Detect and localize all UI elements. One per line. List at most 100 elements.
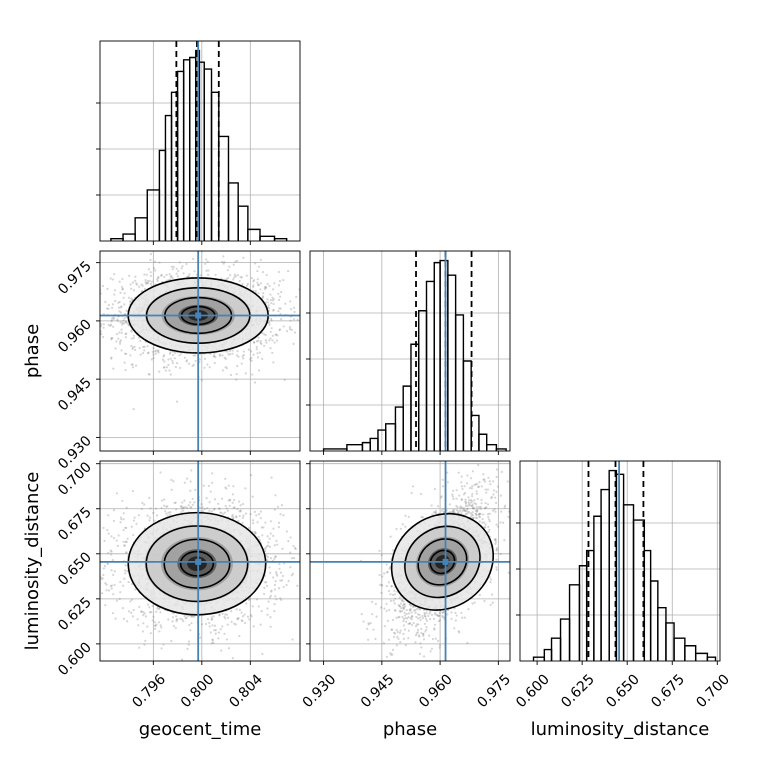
sample-point: [157, 608, 161, 611]
sample-point: [460, 485, 464, 488]
sample-point: [127, 580, 130, 584]
sample-point: [147, 351, 150, 354]
sample-point: [249, 512, 252, 516]
sample-point: [107, 551, 110, 555]
sample-point: [85, 353, 87, 355]
sample-point: [261, 295, 265, 298]
sample-point: [317, 546, 319, 548]
y-tick-label: 0.945: [55, 375, 95, 415]
sample-point: [241, 355, 244, 358]
sample-point: [116, 544, 120, 547]
sample-point: [245, 284, 249, 287]
sample-point: [243, 613, 246, 616]
sample-point: [391, 648, 395, 652]
sample-point: [221, 369, 224, 372]
sample-point: [263, 667, 265, 669]
sample-point: [277, 521, 281, 524]
sample-point: [171, 616, 175, 619]
sample-point: [104, 604, 107, 607]
sample-point: [138, 346, 141, 350]
sample-point: [272, 298, 275, 301]
sample-point: [112, 593, 115, 596]
sample-point: [263, 344, 266, 347]
sample-point: [180, 507, 184, 510]
sample-point: [174, 501, 177, 504]
sample-point: [226, 350, 229, 353]
sample-point: [125, 540, 128, 543]
sample-point: [404, 525, 407, 528]
sample-point: [146, 352, 150, 355]
sample-point: [189, 480, 192, 483]
sample-point: [110, 319, 113, 322]
sample-point: [211, 638, 214, 641]
sample-point: [232, 278, 235, 281]
sample-point: [463, 616, 466, 619]
hist-bin: [247, 228, 261, 241]
sample-point: [233, 273, 236, 276]
sample-point: [269, 520, 273, 523]
hist-bin: [158, 149, 167, 241]
sample-point: [175, 620, 178, 623]
sample-point: [247, 526, 250, 530]
sample-point: [250, 356, 253, 359]
sample-point: [250, 615, 253, 618]
sample-point: [103, 539, 106, 543]
sample-point: [147, 282, 150, 285]
sample-point: [267, 544, 270, 547]
sample-point: [469, 512, 472, 515]
sample-point: [89, 623, 91, 625]
sample-point: [244, 512, 248, 515]
sample-point: [291, 572, 295, 575]
sample-point: [224, 477, 227, 480]
sample-point: [162, 366, 166, 369]
sample-point: [117, 306, 121, 309]
sample-point: [171, 362, 175, 365]
sample-point: [192, 363, 195, 366]
sample-point: [236, 350, 239, 353]
sample-point: [303, 555, 305, 557]
sample-point: [402, 637, 406, 641]
sample-point: [218, 507, 221, 510]
sample-point: [228, 504, 231, 507]
sample-point: [139, 353, 142, 356]
sample-point: [272, 527, 275, 530]
sample-point: [183, 481, 186, 484]
sample-point: [143, 349, 146, 352]
sample-point: [285, 530, 289, 533]
sample-point: [274, 595, 277, 598]
hist-bin: [122, 233, 136, 241]
sample-point: [491, 601, 494, 604]
sample-point: [167, 618, 170, 621]
sample-point: [227, 647, 231, 650]
sample-point: [172, 265, 175, 269]
sample-point: [235, 608, 238, 611]
sample-point: [461, 487, 464, 491]
sample-point: [289, 307, 293, 311]
sample-point: [283, 378, 286, 381]
sample-point: [198, 358, 202, 361]
sample-point: [275, 339, 279, 342]
sample-point: [480, 498, 483, 502]
sample-point: [115, 599, 119, 602]
sample-point: [182, 272, 185, 275]
sample-point: [269, 299, 272, 302]
sample-point: [273, 341, 276, 344]
sample-point: [117, 337, 120, 340]
sample-point: [264, 286, 267, 290]
sample-point: [149, 271, 152, 274]
sample-point: [260, 610, 263, 613]
hist-bin: [237, 205, 249, 241]
sample-point: [142, 611, 145, 614]
sample-point: [110, 320, 113, 323]
sample-point: [477, 513, 481, 516]
sample-point: [214, 629, 217, 632]
sample-point: [257, 535, 260, 539]
sample-point: [256, 521, 259, 524]
sample-point: [395, 527, 398, 531]
hist-bin: [134, 217, 148, 241]
sample-point: [240, 276, 243, 279]
sample-point: [285, 583, 288, 587]
sample-point: [259, 510, 263, 513]
